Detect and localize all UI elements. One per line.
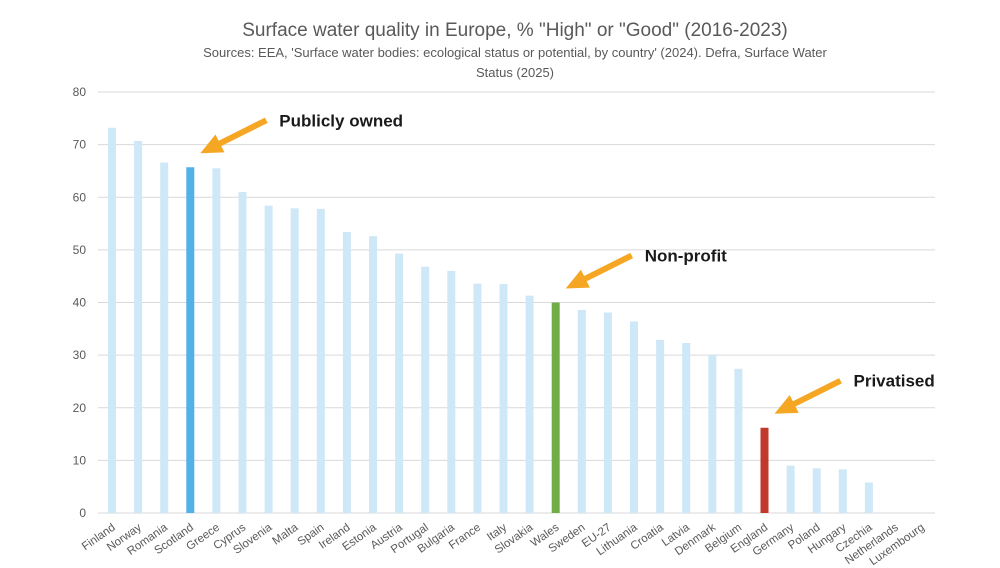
bar-malta — [290, 208, 299, 513]
bar-france — [473, 283, 482, 513]
bar-belgium — [734, 368, 743, 513]
y-tick-label: 0 — [79, 506, 86, 520]
gridlines — [98, 91, 935, 514]
annotations: Publicly owned Non-profit Privatised — [200, 111, 935, 414]
annotation-arrow-shaft — [212, 117, 268, 149]
annotation-label: Publicly owned — [279, 111, 403, 130]
bar-wales — [551, 302, 560, 513]
bar-finland — [108, 127, 116, 513]
bars — [108, 127, 873, 514]
annotation-arrow-shaft — [787, 378, 842, 410]
annotation-wales: Non-profit — [565, 247, 727, 289]
annotation-label: Privatised — [854, 372, 935, 391]
y-tick-label: 40 — [73, 296, 87, 310]
bar-italy — [499, 284, 508, 513]
y-tick-label: 60 — [73, 190, 87, 204]
bar-estonia — [369, 236, 377, 513]
x-tick-label: Malta — [270, 521, 300, 547]
bar-greece — [212, 168, 221, 513]
bar-denmark — [708, 355, 717, 513]
annotation-arrow-shaft — [578, 252, 634, 285]
bar-poland — [812, 468, 821, 513]
y-tick-label: 50 — [73, 243, 87, 257]
bar-portugal — [421, 266, 430, 513]
y-axis-ticks: 0 10 20 30 40 50 60 70 80 — [73, 85, 87, 520]
bar-latvia — [682, 343, 691, 513]
bar-romania — [160, 162, 169, 513]
annotation-label: Non-profit — [645, 247, 727, 266]
y-tick-label: 30 — [73, 348, 87, 362]
chart-subtitle-line1: Sources: EEA, 'Surface water bodies: eco… — [203, 45, 827, 60]
bar-england — [760, 427, 769, 513]
bar-eu-27 — [603, 312, 612, 513]
chart-subtitle-line2: Status (2025) — [476, 65, 554, 80]
bar-slovenia — [264, 205, 273, 514]
annotation-england: Privatised — [774, 372, 935, 414]
bar-czechia — [864, 482, 873, 513]
annotation-scotland: Publicly owned — [200, 111, 403, 154]
bar-sweden — [577, 309, 586, 513]
x-axis-labels: FinlandNorwayRomaniaScotlandGreeceCyprus… — [80, 521, 927, 568]
bar-bulgaria — [447, 270, 456, 513]
bar-austria — [395, 253, 404, 513]
bar-norway — [134, 140, 143, 513]
y-tick-label: 70 — [73, 138, 87, 152]
bar-lithuania — [630, 321, 638, 513]
chart-title: Surface water quality in Europe, % "High… — [242, 20, 788, 41]
bar-spain — [316, 208, 325, 513]
y-tick-label: 80 — [73, 85, 87, 99]
annotation-arrow-head — [200, 134, 225, 154]
annotation-arrow-head — [565, 269, 590, 289]
bar-ireland — [342, 231, 351, 514]
bar-slovakia — [525, 295, 534, 513]
y-tick-label: 10 — [73, 453, 87, 467]
bar-hungary — [838, 469, 847, 513]
y-tick-label: 20 — [73, 401, 87, 415]
bar-cyprus — [238, 191, 247, 514]
bar-scotland — [186, 167, 195, 513]
bar-croatia — [656, 339, 665, 513]
bar-germany — [786, 465, 795, 513]
annotation-arrow-head — [774, 394, 799, 414]
